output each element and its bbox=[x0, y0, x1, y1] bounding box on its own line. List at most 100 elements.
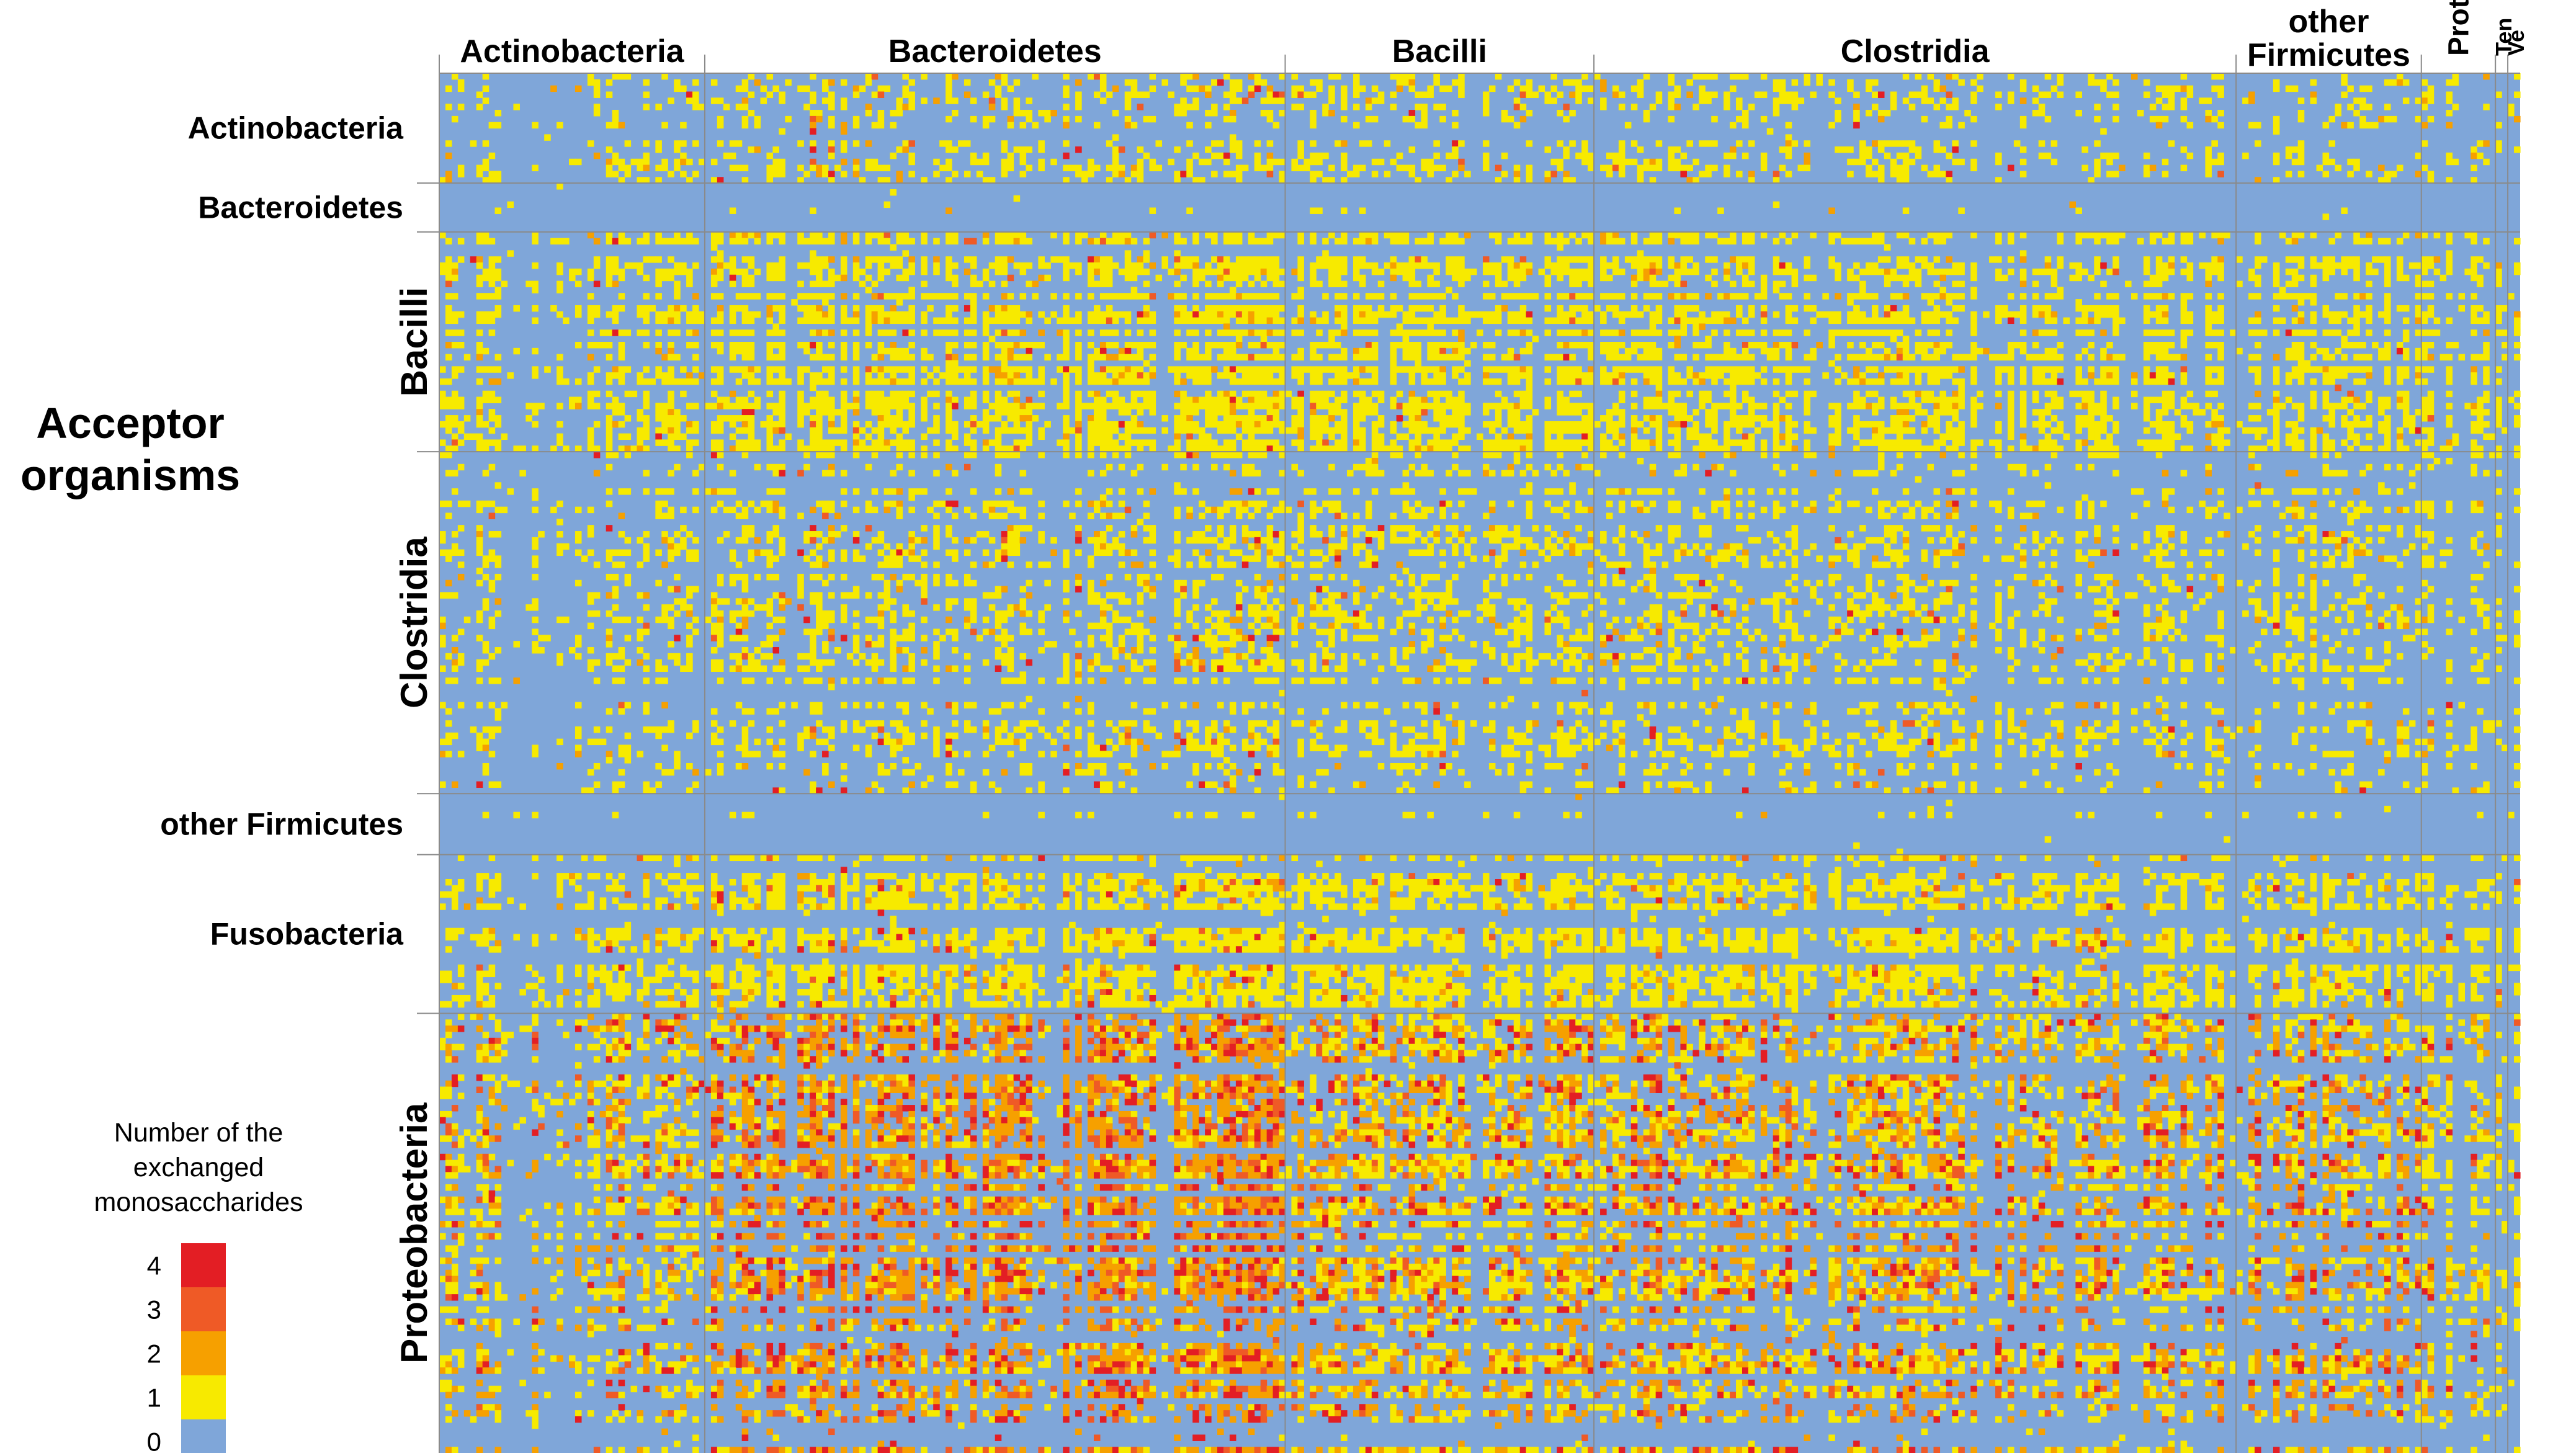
heatmap-cell bbox=[532, 366, 539, 372]
heatmap-cell bbox=[1705, 391, 1712, 397]
heatmap-cell bbox=[1316, 256, 1323, 262]
heatmap-cell bbox=[1742, 391, 1749, 397]
heatmap-cell bbox=[2045, 318, 2052, 324]
heatmap-cell bbox=[748, 391, 755, 397]
heatmap-cell bbox=[1372, 378, 1379, 385]
heatmap-cell bbox=[1464, 360, 1471, 367]
heatmap-cell bbox=[902, 146, 909, 153]
heatmap-cell bbox=[575, 281, 582, 287]
heatmap-cell bbox=[810, 342, 816, 348]
heatmap-cell bbox=[1878, 256, 1885, 262]
heatmap-cell bbox=[865, 403, 872, 409]
heatmap-cell bbox=[1483, 318, 1490, 324]
heatmap-cell bbox=[1501, 256, 1508, 262]
heatmap-cell bbox=[1569, 305, 1576, 311]
heatmap-cell bbox=[2008, 391, 2014, 397]
heatmap-cell bbox=[1483, 97, 1490, 104]
heatmap-cell bbox=[2341, 397, 2348, 403]
heatmap-cell bbox=[952, 360, 959, 367]
heatmap-cell bbox=[1366, 378, 1372, 385]
heatmap-cell bbox=[1786, 391, 1792, 397]
heatmap-cell bbox=[2181, 165, 2188, 171]
heatmap-cell bbox=[1353, 79, 1360, 86]
heatmap-cell bbox=[1186, 318, 1193, 324]
heatmap-cell bbox=[1421, 122, 1428, 128]
heatmap-cell bbox=[921, 397, 928, 403]
heatmap-cell bbox=[890, 311, 897, 318]
heatmap-cell bbox=[2261, 256, 2268, 262]
heatmap-cell bbox=[1680, 293, 1687, 299]
heatmap-cell bbox=[1143, 342, 1150, 348]
heatmap-cell bbox=[2205, 171, 2212, 177]
heatmap-cell bbox=[1792, 305, 1799, 311]
heatmap-cell bbox=[1859, 238, 1866, 244]
heatmap-cell bbox=[1236, 140, 1243, 146]
heatmap-cell bbox=[1236, 232, 1243, 238]
heatmap-cell bbox=[2495, 92, 2502, 98]
heatmap-cell bbox=[1328, 262, 1335, 269]
heatmap-cell bbox=[606, 92, 613, 98]
heatmap-cell bbox=[1692, 238, 1699, 244]
heatmap-cell bbox=[1137, 262, 1144, 269]
heatmap-cell bbox=[1761, 293, 1768, 299]
heatmap-cell bbox=[2008, 293, 2014, 299]
heatmap-cell bbox=[1427, 159, 1434, 165]
heatmap-cell bbox=[2094, 318, 2101, 324]
heatmap-cell bbox=[2298, 378, 2305, 385]
heatmap-cell bbox=[1557, 269, 1563, 275]
heatmap-cell bbox=[1970, 232, 1977, 238]
heatmap-cell bbox=[1650, 397, 1657, 403]
heatmap-cell bbox=[2335, 165, 2341, 171]
heatmap-cell bbox=[1934, 348, 1941, 354]
heatmap-cell bbox=[674, 232, 681, 238]
heatmap-cell bbox=[872, 318, 879, 324]
heatmap-cell bbox=[588, 275, 594, 281]
heatmap-cell bbox=[1038, 256, 1045, 262]
heatmap-cell bbox=[810, 256, 816, 262]
heatmap-cell bbox=[1180, 110, 1187, 116]
heatmap-cell bbox=[1526, 232, 1533, 238]
heatmap-cell bbox=[1699, 323, 1706, 329]
heatmap-cell bbox=[2298, 256, 2305, 262]
heatmap-cell bbox=[2292, 329, 2299, 336]
heatmap-cell bbox=[1514, 372, 1521, 378]
heatmap-cell bbox=[995, 86, 1002, 92]
heatmap-cell bbox=[1489, 378, 1496, 385]
heatmap-cell bbox=[661, 403, 668, 409]
heatmap-cell bbox=[779, 403, 785, 409]
heatmap-cell bbox=[1680, 153, 1687, 159]
heatmap-cell bbox=[1612, 153, 1619, 159]
heatmap-cell bbox=[1328, 110, 1335, 116]
heatmap-cell bbox=[1816, 79, 1823, 86]
heatmap-cell bbox=[668, 378, 674, 385]
heatmap-cell bbox=[1094, 73, 1101, 79]
heatmap-cell bbox=[1847, 311, 1854, 318]
heatmap-cell bbox=[952, 73, 959, 79]
heatmap-cell bbox=[841, 391, 847, 397]
heatmap-cell bbox=[1143, 391, 1150, 397]
heatmap-cell bbox=[1786, 378, 1792, 385]
heatmap-cell bbox=[1946, 299, 1952, 305]
heatmap-cell bbox=[1254, 366, 1261, 372]
heatmap-cell bbox=[1545, 275, 1552, 281]
heatmap-cell bbox=[2328, 311, 2335, 318]
heatmap-cell bbox=[2168, 293, 2175, 299]
heatmap-cell bbox=[1705, 140, 1712, 146]
heatmap-cell bbox=[1217, 275, 1224, 281]
heatmap-cell bbox=[1581, 342, 1588, 348]
heatmap-cell bbox=[2353, 342, 2360, 348]
heatmap-cell bbox=[1897, 354, 1903, 360]
heatmap-cell bbox=[2353, 238, 2360, 244]
heatmap-cell bbox=[1211, 79, 1218, 86]
heatmap-cell bbox=[970, 403, 977, 409]
heatmap-cell bbox=[1569, 391, 1576, 397]
heatmap-cell bbox=[1100, 342, 1107, 348]
heatmap-cell bbox=[2403, 305, 2410, 311]
heatmap-cell bbox=[2039, 311, 2046, 318]
heatmap-cell bbox=[2310, 354, 2317, 360]
heatmap-cell bbox=[495, 293, 502, 299]
heatmap-cell bbox=[2094, 140, 2101, 146]
heatmap-cell bbox=[816, 342, 823, 348]
heatmap-cell bbox=[445, 305, 452, 311]
heatmap-cell bbox=[2156, 275, 2163, 281]
